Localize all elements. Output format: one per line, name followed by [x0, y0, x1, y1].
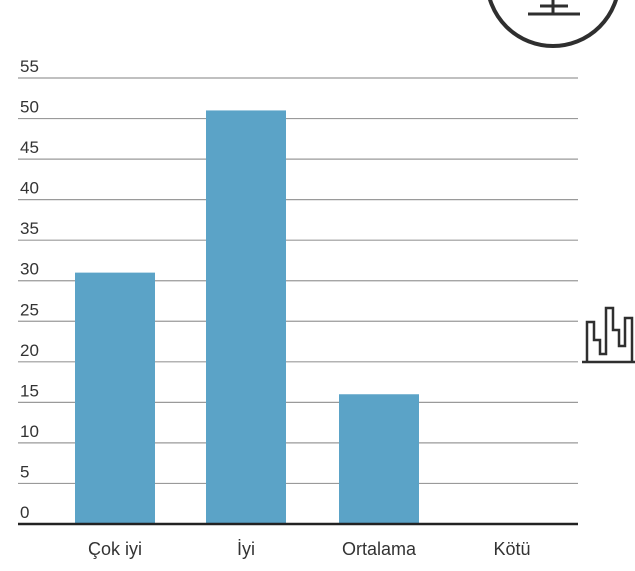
circular-badge-icon	[488, 0, 618, 48]
x-tick-label: Çok iyi	[88, 539, 142, 559]
y-tick-label: 30	[20, 260, 39, 279]
y-tick-label: 35	[20, 219, 39, 238]
y-tick-label: 20	[20, 341, 39, 360]
x-tick-label: İyi	[237, 539, 255, 559]
x-tick-labels: Çok iyi İyi Ortalama Kötü	[88, 539, 531, 559]
y-tick-label: 10	[20, 422, 39, 441]
y-tick-label: 40	[20, 179, 39, 198]
bar-0	[75, 272, 155, 524]
bar-chart-icon	[582, 306, 635, 364]
y-tick-labels: 0 5 10 15 20 25 30 35 40 45 50 55	[20, 57, 39, 522]
x-tick-label: Kötü	[493, 539, 530, 559]
y-tick-label: 45	[20, 138, 39, 157]
y-tick-label: 55	[20, 57, 39, 76]
bar-2	[339, 394, 419, 524]
y-tick-label: 5	[20, 462, 29, 481]
y-tick-label: 0	[20, 503, 29, 522]
x-tick-label: Ortalama	[342, 539, 417, 559]
y-tick-label: 25	[20, 300, 39, 319]
bar-1	[206, 110, 286, 524]
y-tick-label: 15	[20, 381, 39, 400]
y-tick-label: 50	[20, 98, 39, 117]
bars	[75, 110, 419, 524]
